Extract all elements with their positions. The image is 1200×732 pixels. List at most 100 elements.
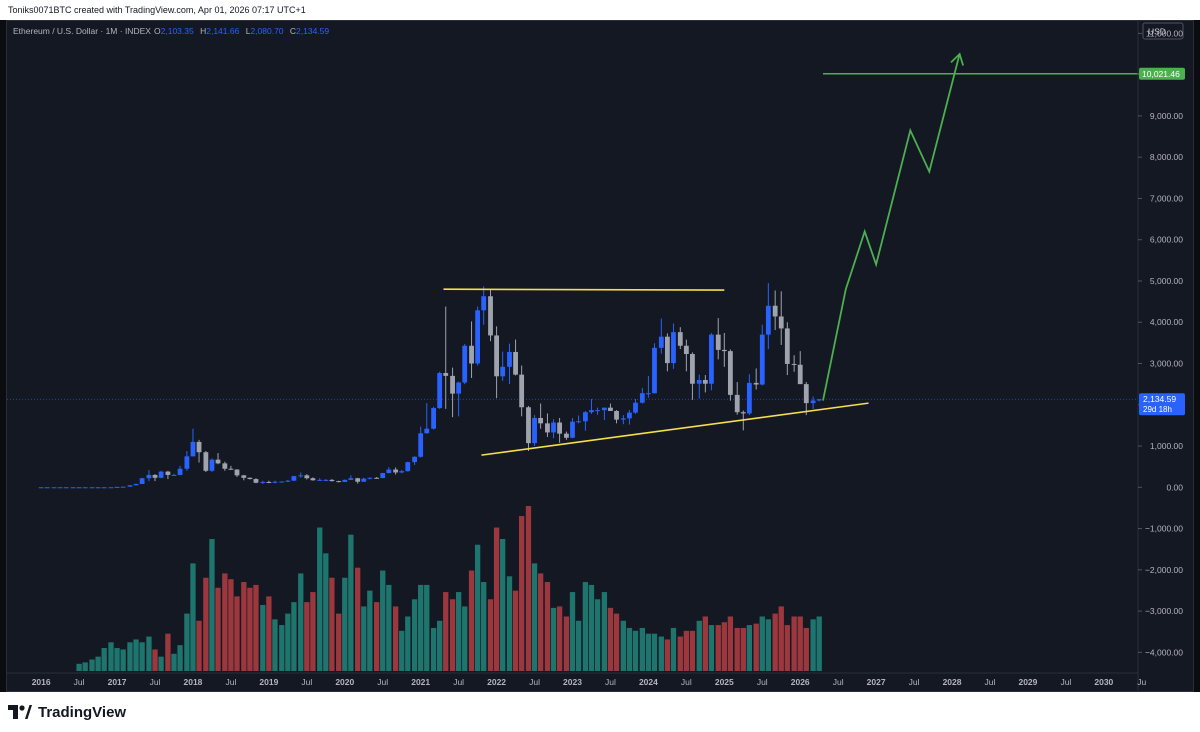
- price-tick-label: 3,000.00: [1150, 359, 1183, 369]
- candle-body: [203, 452, 209, 471]
- bar-countdown: 29d 18h: [1143, 405, 1172, 414]
- candle-layer: [38, 283, 822, 489]
- candle-body: [260, 481, 266, 483]
- candle-body: [481, 296, 487, 311]
- volume-bar: [127, 642, 133, 671]
- volume-bar: [493, 527, 500, 671]
- time-tick-label: 2028: [943, 677, 962, 687]
- time-tick-label: 2030: [1094, 677, 1113, 687]
- volume-bar: [702, 616, 708, 671]
- tradingview-logo-icon: [8, 705, 32, 719]
- volume-bar: [317, 527, 323, 671]
- volume-bar: [449, 599, 456, 671]
- candle-body: [424, 428, 430, 434]
- volume-bar: [759, 616, 765, 671]
- currency-button[interactable]: [1142, 22, 1184, 40]
- candle-body: [633, 402, 638, 413]
- candle-body: [209, 459, 215, 471]
- candle-body: [304, 475, 310, 479]
- volume-bar: [348, 534, 354, 671]
- candle-body: [551, 422, 556, 433]
- volume-bar: [715, 625, 721, 671]
- volume-bar: [639, 627, 645, 671]
- candle-body: [513, 351, 518, 375]
- candle-body: [298, 475, 304, 477]
- candle-body: [234, 469, 240, 476]
- price-tick-label: 7,000.00: [1150, 193, 1183, 203]
- volume-bar: [279, 625, 285, 671]
- volume-bar: [336, 613, 342, 671]
- legend-h-label: H: [200, 26, 206, 36]
- candle-body: [702, 380, 708, 384]
- volume-bar: [386, 584, 392, 671]
- candle-body: [152, 474, 158, 478]
- candle-body: [114, 486, 120, 488]
- volume-layer: [76, 506, 822, 671]
- price-tick-label: 0.00: [1166, 482, 1183, 492]
- volume-bar: [481, 582, 487, 671]
- candle-body: [57, 487, 63, 489]
- candle-body: [519, 374, 525, 408]
- price-axis[interactable]: USD 11,000.0010,000.009,000.008,000.007,…: [1137, 21, 1184, 691]
- legend-o-value: 2,103.35: [161, 26, 194, 36]
- volume-bar: [437, 620, 443, 671]
- time-tick-label: Jul: [909, 677, 920, 687]
- volume-bar: [772, 613, 778, 671]
- volume-bar: [626, 627, 633, 671]
- time-tick-label: Jul: [74, 677, 85, 687]
- candle-body: [639, 393, 645, 403]
- volume-bar: [468, 570, 475, 671]
- candle-body: [367, 477, 373, 479]
- volume-bar: [791, 616, 797, 671]
- legend-c-label: C: [290, 26, 296, 36]
- time-tick-label: 2022: [487, 677, 506, 687]
- candle-body: [671, 332, 676, 364]
- volume-bar: [234, 596, 240, 671]
- time-tick-label: Jul: [377, 677, 388, 687]
- volume-bar: [304, 602, 310, 671]
- time-tick-label: Jul: [833, 677, 844, 687]
- time-tick-label: 2024: [639, 677, 658, 687]
- candle-body: [108, 487, 114, 489]
- volume-bar: [177, 645, 183, 671]
- volume-bar: [342, 577, 348, 671]
- time-tick-label: 2021: [411, 677, 430, 687]
- volume-bar: [272, 619, 278, 671]
- candle-body: [500, 366, 506, 377]
- candle-body: [690, 354, 695, 384]
- volume-bar: [727, 616, 734, 671]
- volume-bar: [613, 613, 620, 671]
- candle-body: [380, 473, 386, 479]
- volume-bar: [405, 616, 411, 671]
- volume-bar: [298, 573, 304, 671]
- volume-bar: [361, 606, 367, 671]
- chart-canvas[interactable]: Ethereum / U.S. Dollar · 1M · INDEX O2,1…: [7, 21, 1193, 691]
- volume-bar: [424, 584, 430, 671]
- candle-body: [753, 382, 759, 385]
- time-tick-label: 2025: [715, 677, 734, 687]
- candle-body: [405, 462, 411, 472]
- volume-bar: [525, 506, 532, 671]
- volume-bar: [537, 573, 544, 671]
- tradingview-logo[interactable]: TradingView: [8, 702, 126, 722]
- volume-bar: [746, 625, 753, 671]
- candle-body: [361, 478, 367, 482]
- candle-body: [658, 336, 664, 348]
- candle-body: [709, 334, 714, 384]
- volume-bar: [588, 584, 595, 671]
- volume-bar: [670, 627, 677, 671]
- volume-bar: [95, 656, 101, 671]
- time-axis[interactable]: 2016 Jul 2017 Jul 2018 Jul 2019 Jul 2020 Jul 2021 J…: [7, 672, 1147, 687]
- candle-body: [803, 384, 809, 404]
- candle-body: [89, 487, 95, 489]
- candle-body: [614, 410, 619, 420]
- time-tick-label: Jul: [1060, 677, 1071, 687]
- candle-body: [620, 418, 626, 420]
- chart-panel[interactable]: Ethereum / U.S. Dollar · 1M · INDEX O2,1…: [6, 20, 1194, 692]
- candle-body: [746, 382, 752, 414]
- time-tick-label: 2027: [867, 677, 886, 687]
- candle-body: [291, 476, 297, 481]
- volume-bar: [108, 642, 114, 671]
- volume-bar: [474, 544, 481, 671]
- legend-h-value: 2,141.66: [206, 26, 239, 36]
